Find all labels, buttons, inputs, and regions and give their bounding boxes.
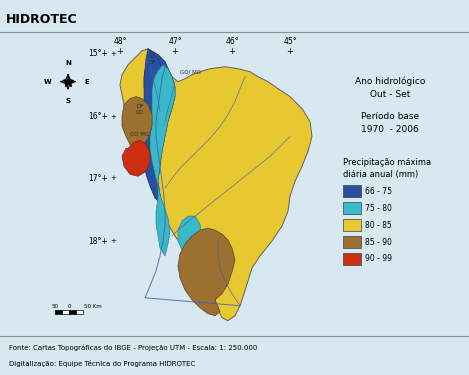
Text: 47°: 47°	[168, 37, 182, 46]
Text: 80 - 85: 80 - 85	[365, 220, 392, 230]
Text: 18°+: 18°+	[88, 237, 108, 246]
Text: E: E	[84, 79, 89, 85]
Text: Precipitação máxima: Precipitação máxima	[343, 158, 431, 167]
Text: diária anual (mm): diária anual (mm)	[343, 170, 418, 179]
Text: +: +	[110, 175, 116, 181]
Text: DF: DF	[136, 104, 144, 109]
Bar	[62, 310, 69, 314]
Polygon shape	[122, 97, 152, 148]
Polygon shape	[144, 49, 175, 204]
Text: +: +	[110, 114, 116, 120]
Text: +: +	[287, 47, 294, 56]
Text: GO: GO	[148, 54, 156, 59]
Text: +: +	[110, 51, 116, 57]
Text: Ano hidrológico: Ano hidrológico	[355, 77, 425, 86]
Bar	[55, 310, 62, 314]
Text: +: +	[110, 238, 116, 244]
Text: 48°: 48°	[113, 37, 127, 46]
Text: Out - Set: Out - Set	[370, 90, 410, 99]
Text: DF: DF	[148, 60, 156, 65]
Text: 66 - 75: 66 - 75	[365, 187, 392, 196]
Bar	[343, 219, 361, 231]
Text: HIDROTEC: HIDROTEC	[6, 13, 77, 26]
Text: 90 - 99: 90 - 99	[365, 255, 392, 264]
Text: Digitalização: Equipe Técnica do Programa HIDROTEC: Digitalização: Equipe Técnica do Program…	[9, 360, 196, 368]
Text: Fonte: Cartas Topográficas do IBGE - Projeção UTM - Escala: 1: 250.000: Fonte: Cartas Topográficas do IBGE - Pro…	[9, 345, 258, 351]
Text: +: +	[228, 47, 235, 56]
Text: 1970  - 2006: 1970 - 2006	[361, 125, 419, 134]
Text: 0: 0	[67, 304, 71, 309]
Text: W: W	[44, 79, 52, 85]
Polygon shape	[122, 140, 150, 176]
Text: 45°: 45°	[283, 37, 297, 46]
Text: 50: 50	[52, 304, 59, 309]
Text: 46°: 46°	[225, 37, 239, 46]
Text: 75 - 80: 75 - 80	[365, 204, 392, 213]
Bar	[69, 310, 76, 314]
Text: N: N	[65, 60, 71, 66]
Text: +: +	[172, 47, 178, 56]
Text: 15°+: 15°+	[88, 49, 108, 58]
Text: 16°+: 16°+	[88, 112, 108, 121]
Bar	[343, 253, 361, 265]
Text: GO/ MG: GO/ MG	[180, 69, 201, 74]
Text: 17°+: 17°+	[88, 174, 108, 183]
Text: Período base: Período base	[361, 112, 419, 121]
Polygon shape	[144, 49, 165, 161]
Bar	[343, 202, 361, 214]
Text: +: +	[117, 47, 123, 56]
Polygon shape	[150, 65, 175, 256]
Bar	[76, 310, 83, 314]
Polygon shape	[178, 228, 235, 316]
Polygon shape	[178, 216, 202, 254]
Text: 50 Km: 50 Km	[84, 304, 102, 309]
Text: 85 - 90: 85 - 90	[365, 237, 392, 246]
Polygon shape	[120, 49, 312, 321]
Text: GO MG: GO MG	[130, 132, 150, 137]
Text: GO: GO	[136, 110, 144, 115]
Text: S: S	[66, 98, 70, 104]
Bar	[343, 236, 361, 248]
Bar	[343, 185, 361, 197]
